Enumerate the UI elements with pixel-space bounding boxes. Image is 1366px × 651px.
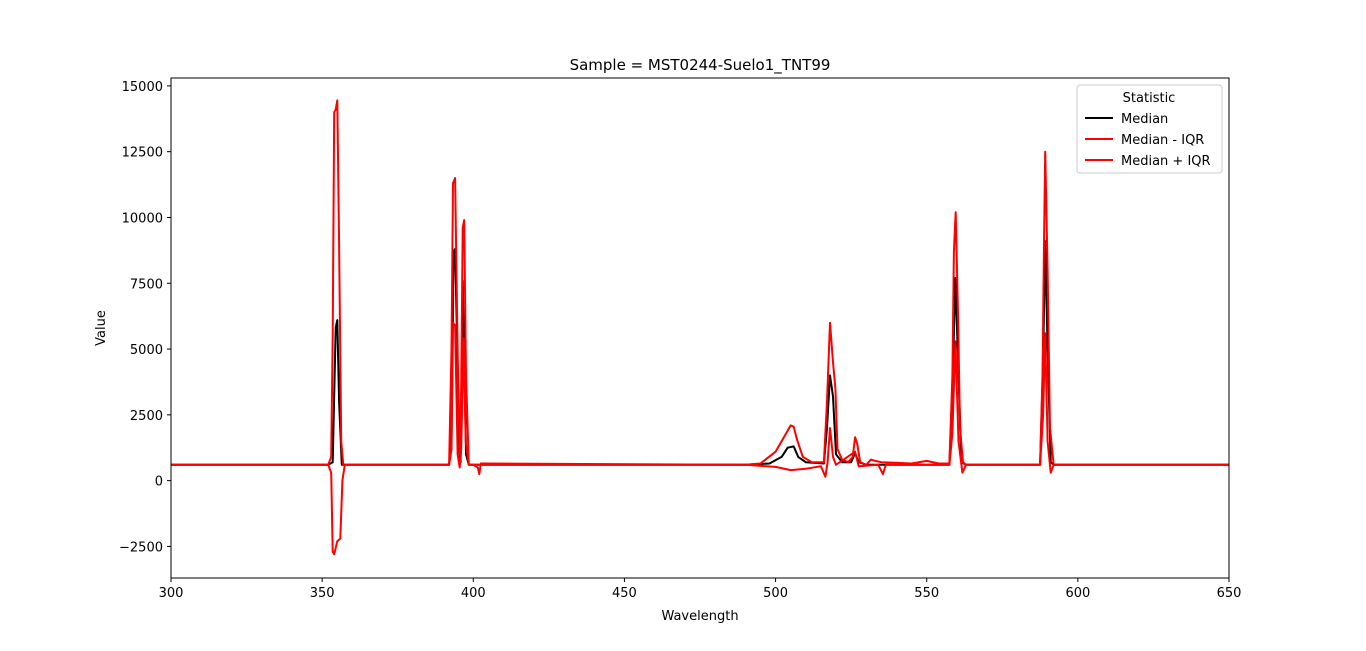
y-tick-label: 10000 [122, 211, 163, 226]
legend-box [1076, 84, 1223, 174]
y-tick-label: 2500 [130, 409, 163, 424]
x-axis-label: Wavelength [661, 609, 738, 624]
x-tick-label: 650 [1217, 586, 1242, 601]
legend-title: Statistic [1123, 91, 1176, 106]
legend-entry-median-minus-iqr: Median - IQR [1121, 133, 1204, 148]
y-tick-label: 5000 [130, 343, 163, 358]
legend: Statistic Median Median - IQR Median + I… [1076, 84, 1223, 174]
x-tick-label: 300 [159, 586, 184, 601]
x-tick-label: 400 [461, 586, 486, 601]
legend-entry-median: Median [1121, 112, 1168, 127]
x-tick-label: 600 [1065, 586, 1090, 601]
x-tick-label: 350 [310, 586, 335, 601]
series-lines [171, 99, 1229, 556]
y-tick-label: 7500 [130, 277, 163, 292]
x-tick-label: 450 [612, 586, 637, 601]
x-tick-label: 500 [763, 586, 788, 601]
y-tick-label: 12500 [122, 146, 163, 161]
legend-entry-median-plus-iqr: Median + IQR [1121, 154, 1211, 169]
chart-title: Sample = MST0244-Suelo1_TNT99 [570, 56, 831, 75]
y-tick-label: 15000 [122, 80, 163, 95]
x-axis: 300 350 400 450 500 550 600 650 [159, 578, 1242, 601]
y-axis: −2500 0 2500 5000 7500 10000 12500 15000 [119, 80, 171, 555]
y-tick-label: −2500 [119, 540, 163, 555]
y-tick-label: 0 [155, 475, 163, 490]
plot-area [171, 78, 1229, 578]
series-line-median-iqr [171, 321, 1229, 556]
series-line-median-iqr [171, 99, 1229, 466]
y-axis-label: Value [94, 310, 109, 346]
x-tick-label: 550 [914, 586, 939, 601]
plot-frame [170, 77, 1230, 579]
